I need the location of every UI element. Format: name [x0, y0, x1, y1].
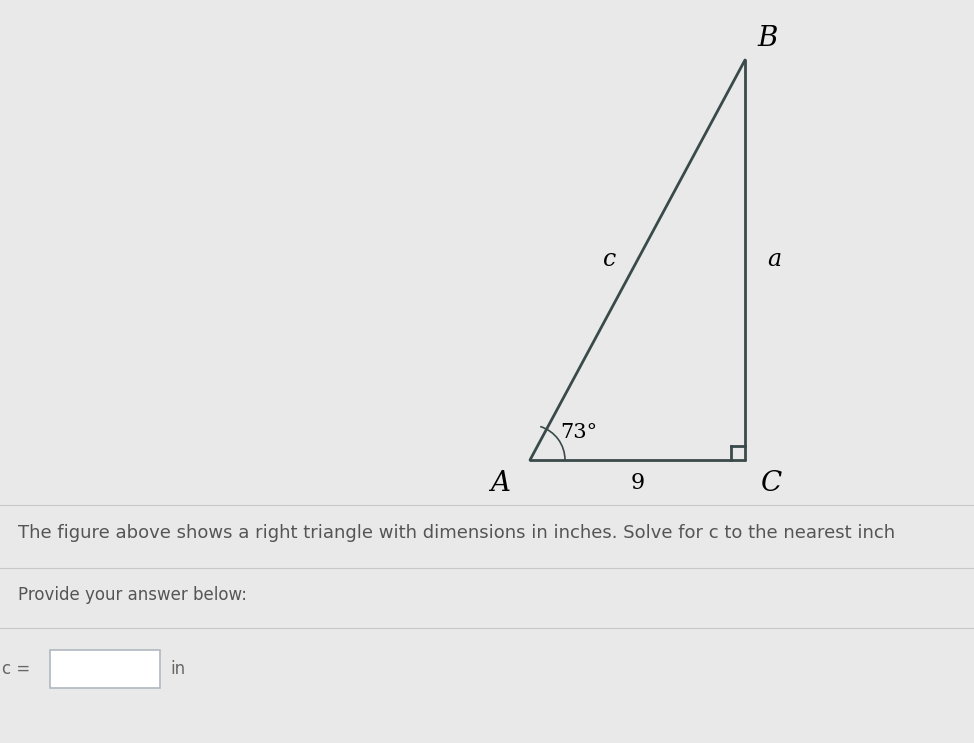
Text: C: C — [761, 470, 782, 497]
Text: 9: 9 — [630, 472, 645, 494]
Text: A: A — [490, 470, 510, 497]
FancyBboxPatch shape — [50, 650, 160, 688]
Text: B: B — [757, 25, 777, 52]
Text: The figure above shows a right triangle with dimensions in inches. Solve for c t: The figure above shows a right triangle … — [18, 524, 895, 542]
Text: a: a — [767, 248, 781, 271]
Text: 73°: 73° — [560, 423, 597, 442]
Text: c: c — [603, 248, 617, 271]
Text: c =: c = — [2, 660, 30, 678]
Text: in: in — [170, 660, 185, 678]
Text: Provide your answer below:: Provide your answer below: — [18, 586, 247, 604]
